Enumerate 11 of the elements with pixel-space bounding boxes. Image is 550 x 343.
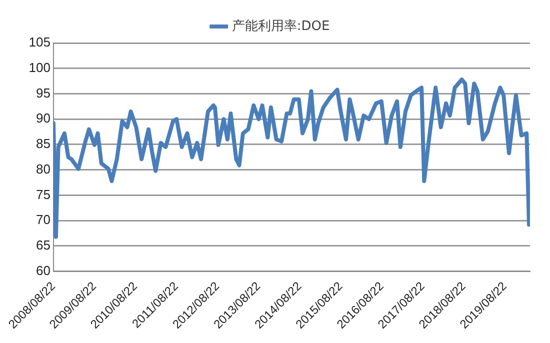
y-tick-label: 80 xyxy=(36,161,50,176)
legend-label: 产能利用率:DOE xyxy=(232,18,330,34)
y-tick-label: 100 xyxy=(28,60,50,75)
y-tick-label: 95 xyxy=(36,85,50,100)
y-tick-label: 65 xyxy=(36,238,50,253)
y-tick-label: 70 xyxy=(36,212,50,228)
y-tick-label: 75 xyxy=(36,186,50,202)
y-tick-label: 90 xyxy=(36,110,50,126)
y-tick-label: 105 xyxy=(28,34,50,50)
y-tick-label: 60 xyxy=(36,262,50,278)
y-tick-label: 85 xyxy=(36,136,50,152)
